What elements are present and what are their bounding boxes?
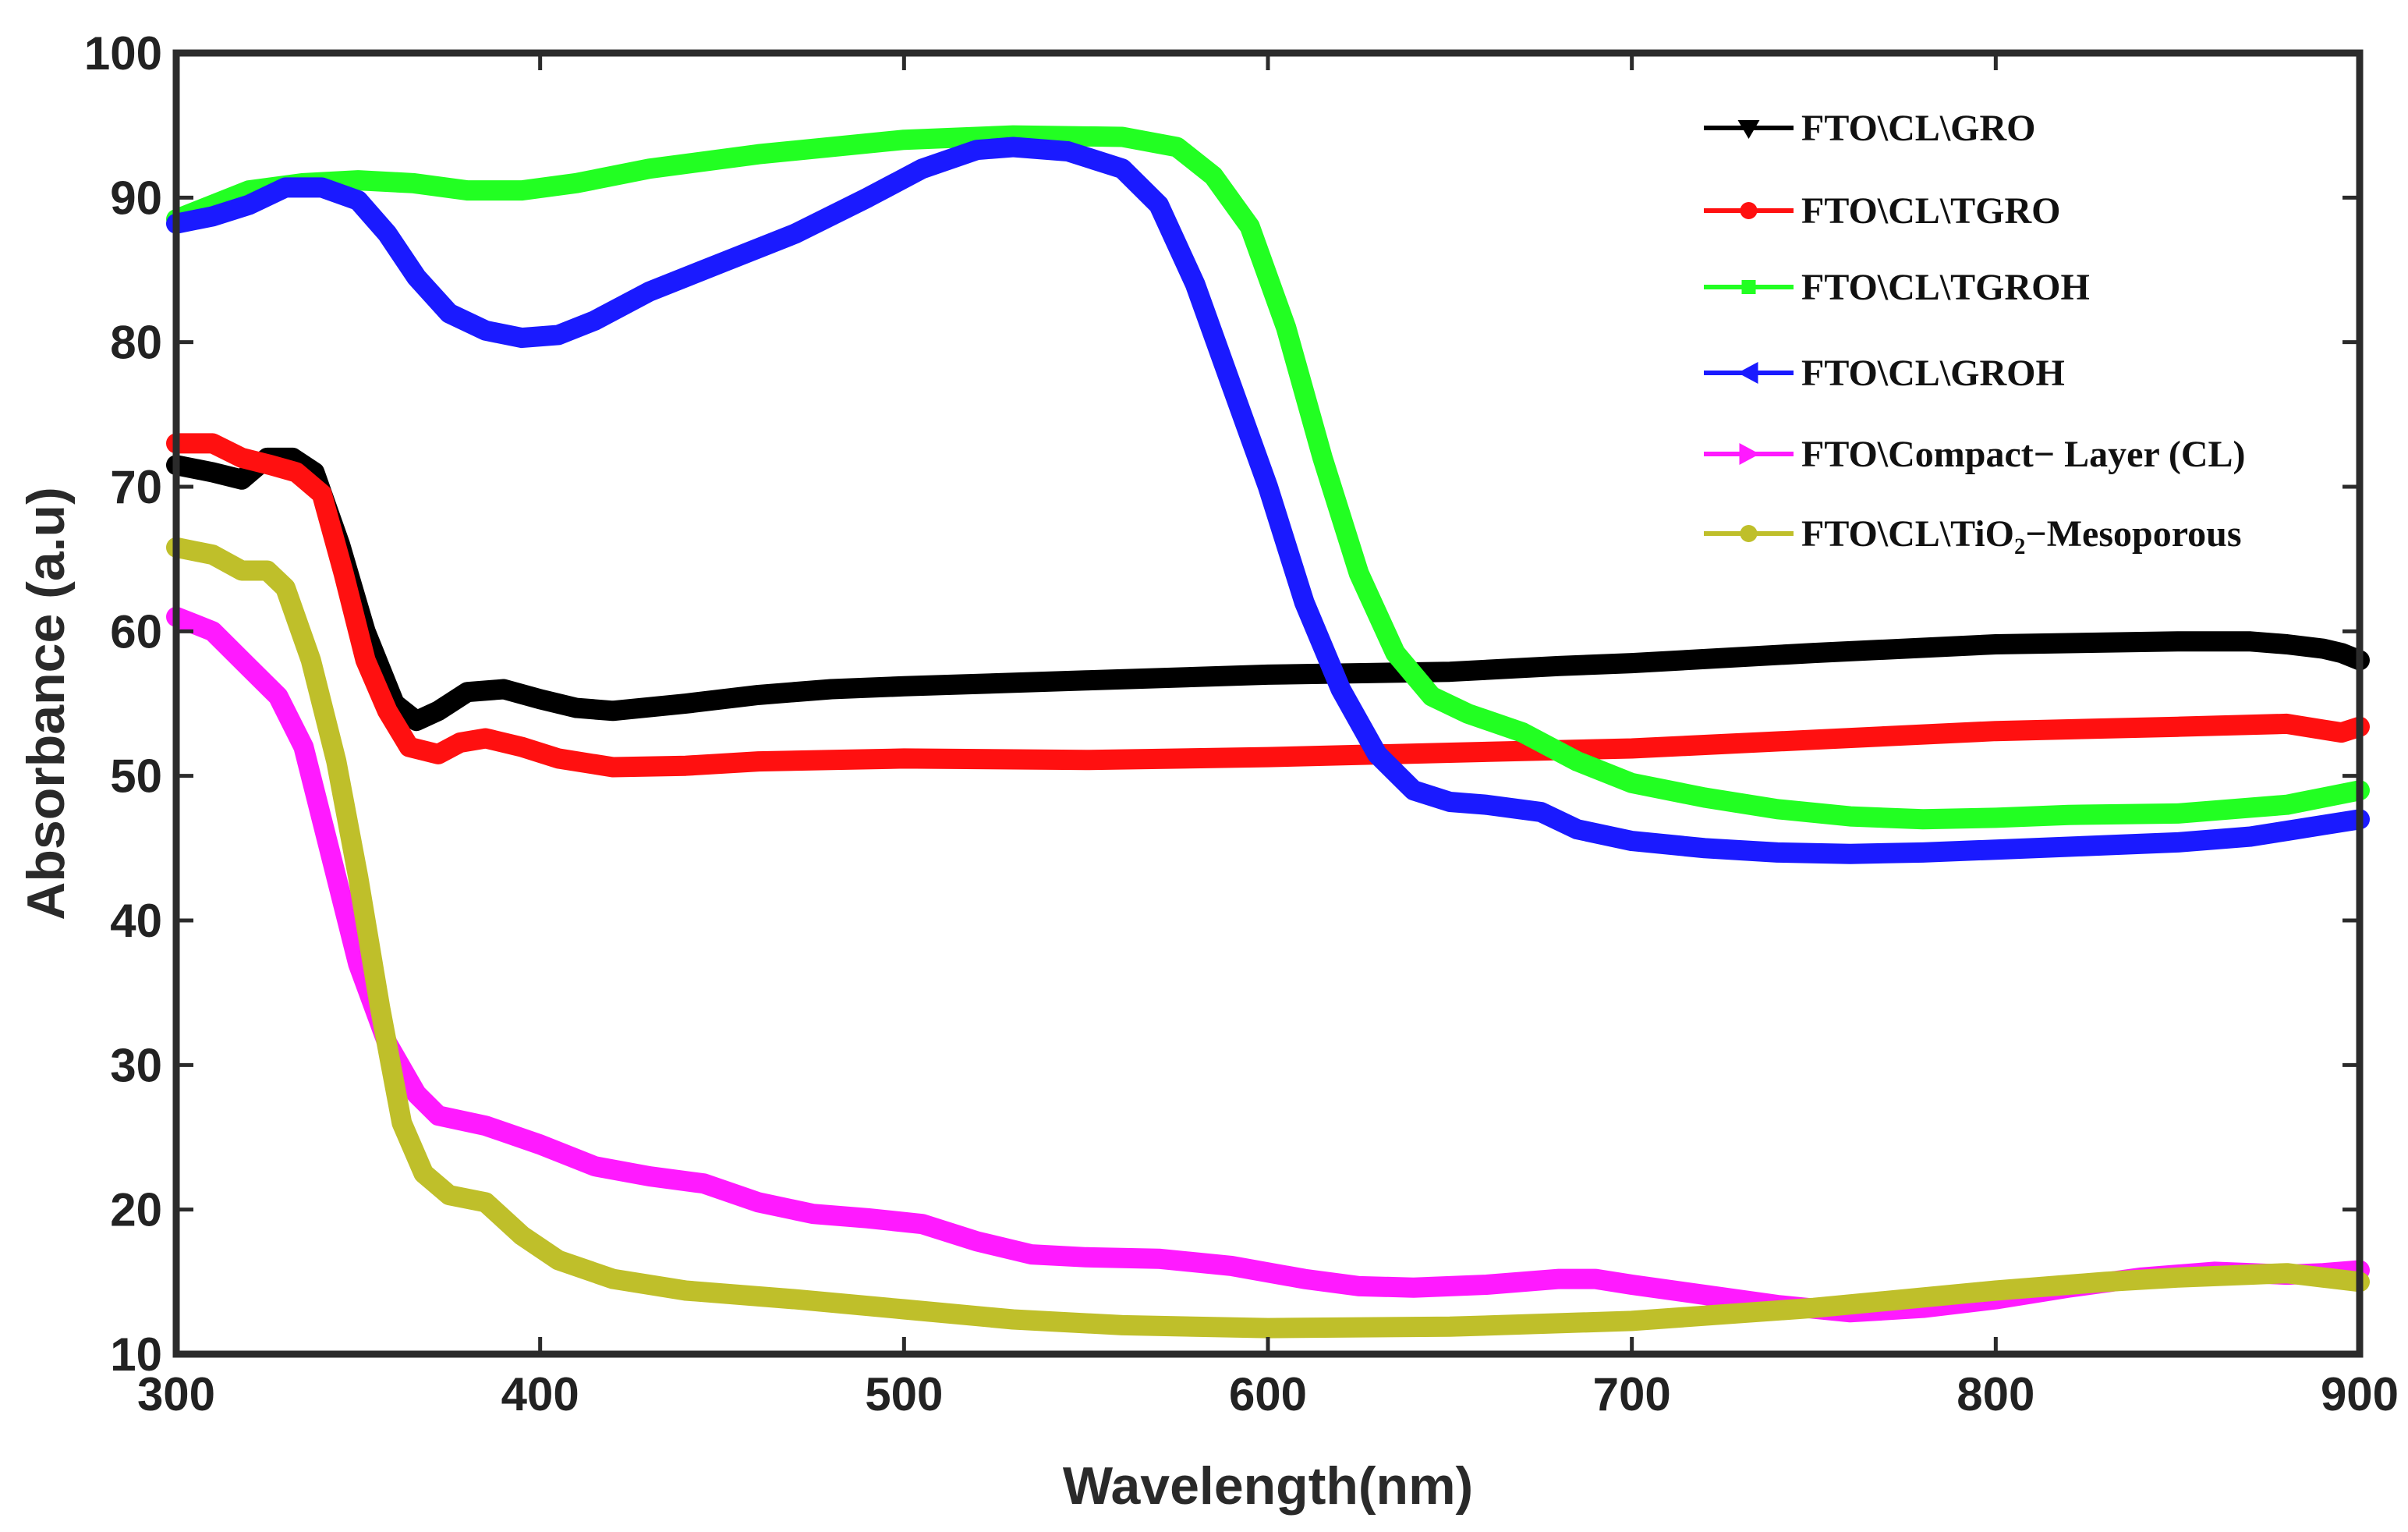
y-tick-label: 60	[110, 605, 162, 658]
legend-marker-5	[1739, 443, 1760, 465]
legend-label-1: FTO\CL\GRO	[1801, 108, 2036, 149]
y-axis-label: Absorbance (a.u)	[16, 487, 76, 920]
legend-marker-6	[1740, 525, 1758, 542]
legend-label-4: FTO\CL\GROH	[1801, 353, 2065, 394]
y-tick-label: 20	[110, 1184, 162, 1236]
legend-label-2: FTO\CL\TGRO	[1801, 190, 2061, 232]
y-tick-label: 50	[110, 750, 162, 803]
legend-label-5: FTO\Compact− Layer (CL)	[1801, 434, 2246, 475]
y-tick-label: 70	[110, 461, 162, 513]
x-tick-label: 900	[2321, 1368, 2399, 1420]
y-tick-label: 30	[110, 1039, 162, 1091]
x-tick-label: 800	[1956, 1368, 2034, 1420]
x-axis-label: Wavelength(nm)	[1063, 1456, 1473, 1516]
y-tick-label: 100	[84, 27, 162, 80]
legend-label-6: FTO\CL\TiO₂−Mesoporous	[1801, 513, 2242, 555]
x-tick-label: 700	[1593, 1368, 1671, 1420]
x-tick-label: 600	[1229, 1368, 1307, 1420]
y-tick-label: 90	[110, 172, 162, 224]
x-tick-label: 300	[137, 1368, 215, 1420]
y-tick-label: 40	[110, 895, 162, 947]
series-layer	[166, 125, 2370, 1339]
series-line-6	[166, 537, 2370, 1339]
x-axis: 300 400 500 600 700 800 900	[137, 53, 2399, 1420]
legend-marker-1	[1737, 120, 1760, 139]
legend-marker-2	[1740, 202, 1758, 219]
y-axis: 10 20 30 40 50 60 70 80 90 100	[84, 27, 2360, 1381]
legend: FTO\CL\GRO FTO\CL\TGRO FTO\CL\TGROH FTO\CL\…	[1704, 108, 2246, 555]
x-tick-label: 400	[501, 1368, 579, 1420]
legend-marker-4	[1737, 362, 1758, 384]
series-line-2	[166, 433, 2370, 778]
series-line-3	[166, 125, 2370, 830]
y-tick-label: 80	[110, 317, 162, 369]
legend-marker-3	[1741, 280, 1756, 294]
series-line-4	[166, 137, 2370, 864]
x-tick-label: 500	[865, 1368, 943, 1420]
legend-label-3: FTO\CL\TGROH	[1801, 267, 2090, 308]
y-tick-label: 10	[110, 1328, 162, 1381]
